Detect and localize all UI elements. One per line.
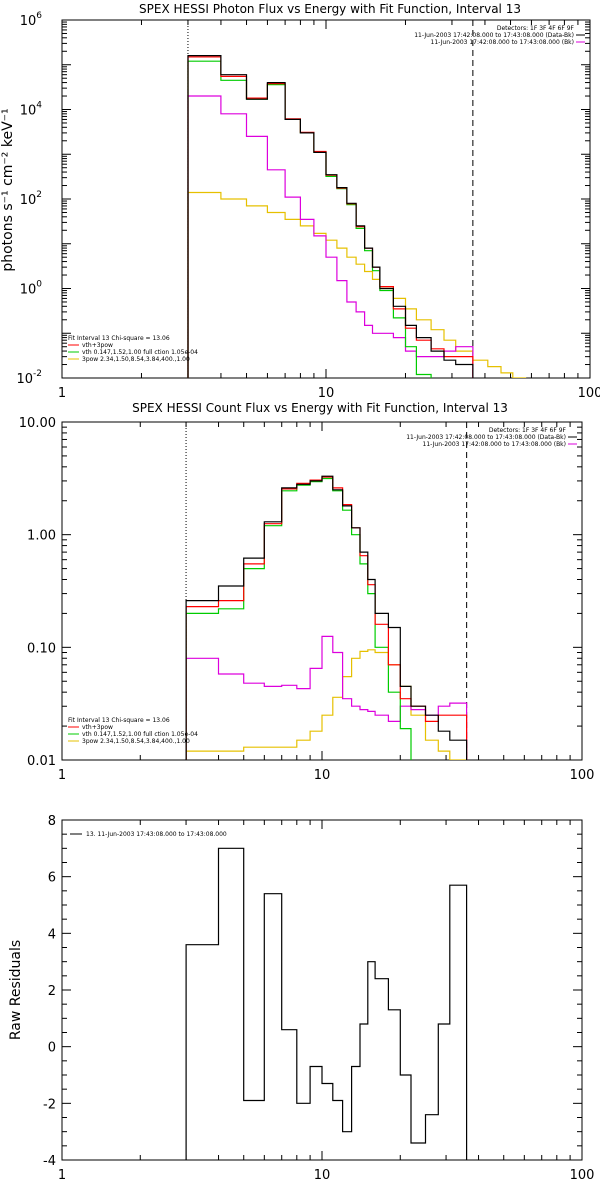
legend-bottom-entry: vth+3pow bbox=[82, 342, 113, 349]
x-tick-label: 100 bbox=[578, 386, 600, 401]
x-tick-label: 10 bbox=[314, 1168, 331, 1183]
y-tick-label: 102 bbox=[20, 190, 42, 208]
y-tick-label: 2 bbox=[48, 984, 56, 999]
y-tick-label: 1.00 bbox=[27, 529, 56, 544]
y-tick-label: 10-2 bbox=[16, 369, 42, 387]
x-tick-label: 10 bbox=[314, 768, 331, 783]
legend-top-entry: 11-Jun-2003 17:42:08.000 to 17:43:08.000… bbox=[423, 441, 566, 448]
y-tick-exponent: 2 bbox=[36, 190, 42, 200]
legend-bottom-entry: Fit Interval 13 Chi-square = 13.06 bbox=[68, 717, 170, 724]
y-tick-exponent: 4 bbox=[36, 101, 42, 111]
series-nonthermal-0 bbox=[187, 191, 538, 378]
photon-flux-title: SPEX HESSI Photon Flux vs Energy with Fi… bbox=[139, 2, 521, 16]
legend-bottom-entry: vth 0.147,1.52,1.00 full ction 1.05e-04 bbox=[82, 349, 198, 356]
series-data-2 bbox=[185, 847, 468, 1160]
series-thermal-1 bbox=[185, 477, 468, 760]
y-tick-label: -4 bbox=[43, 1154, 56, 1169]
residuals-panel: Raw Residuals 1 10 100 8 6 4 2 0 -2 -4 13. 11-Jun-… bbox=[8, 814, 594, 1183]
plot-frame-1 bbox=[61, 421, 583, 761]
legend-top-entry: Detectors: 1F 3F 4F 6F 9F bbox=[489, 427, 567, 434]
series-nonthermal-1 bbox=[185, 649, 467, 760]
y-tick-label: 4 bbox=[48, 927, 56, 942]
y-tick-label: -2 bbox=[43, 1097, 56, 1112]
legend-top-entry: Detectors: 1F 3F 4F 6F 9F bbox=[497, 25, 575, 32]
legend-bottom-entry: 3pow 2.34,1.50,8.54,3.84,400.,1.00 bbox=[82, 356, 190, 363]
series-total-1 bbox=[185, 476, 468, 760]
legend-bottom-entry: vth 0.147,1.52,1.00 full ction 1.05e-04 bbox=[82, 731, 198, 738]
x-tick-label: 1 bbox=[58, 386, 66, 401]
plot-frame-2 bbox=[61, 819, 583, 1161]
x-tick-label: 10 bbox=[318, 386, 335, 401]
y-tick-label: 0.10 bbox=[27, 641, 56, 656]
legend-bottom-entry: Fit Interval 13 Chi-square = 13.06 bbox=[68, 335, 170, 342]
y-tick-label: 104 bbox=[20, 101, 43, 119]
legend-bottom-entry: vth+3pow bbox=[82, 724, 113, 731]
photon-flux-y-axis-label: photons s⁻¹ cm⁻² keV⁻¹ bbox=[0, 108, 16, 271]
legend-top-entry: 11-Jun-2003 17:42:08.000 to 17:43:08.000… bbox=[414, 32, 574, 39]
x-tick-label: 1 bbox=[58, 1168, 66, 1183]
photon-flux-panel: SPEX HESSI Photon Flux vs Energy with Fi… bbox=[0, 2, 600, 401]
legend-bottom-entry: 3pow 2.34,1.50,8.54,3.84,400.,1.00 bbox=[82, 738, 190, 745]
y-tick-exponent: 6 bbox=[36, 11, 42, 21]
y-tick-label: 106 bbox=[20, 11, 43, 29]
series-background-1 bbox=[185, 635, 468, 760]
y-tick-label: 0 bbox=[48, 1041, 56, 1056]
x-tick-label: 100 bbox=[570, 1168, 595, 1183]
series-data-0 bbox=[187, 55, 474, 378]
legend-top-entry: 11-Jun-2003 17:42:08.000 to 17:43:08.000… bbox=[431, 39, 574, 46]
residuals-y-axis-label: Raw Residuals bbox=[8, 940, 24, 1040]
y-tick-exponent: -2 bbox=[33, 369, 42, 379]
residual-legend-entry: 13. 11-Jun-2003 17:43:08.000 to 17:43:08… bbox=[86, 831, 227, 838]
count-flux-panel: SPEX HESSI Count Flux vs Energy with Fit… bbox=[19, 401, 595, 783]
y-tick-label: 6 bbox=[48, 871, 56, 886]
count-flux-title: SPEX HESSI Count Flux vs Energy with Fit… bbox=[132, 401, 508, 415]
y-tick-exponent: 0 bbox=[36, 280, 42, 290]
legend-top-entry: 11-Jun-2003 17:42:08.000 to 17:43:08.000… bbox=[406, 434, 566, 441]
x-tick-label: 100 bbox=[570, 768, 595, 783]
x-tick-label: 1 bbox=[58, 768, 66, 783]
series-background-0 bbox=[187, 95, 474, 378]
y-tick-label: 8 bbox=[48, 814, 56, 829]
plot-frame-0 bbox=[61, 19, 591, 379]
y-tick-label: 100 bbox=[20, 280, 43, 298]
series-total-0 bbox=[187, 56, 474, 378]
y-tick-label: 10.00 bbox=[19, 416, 56, 431]
y-tick-label: 0.01 bbox=[27, 754, 56, 769]
series-data-1 bbox=[185, 475, 468, 760]
